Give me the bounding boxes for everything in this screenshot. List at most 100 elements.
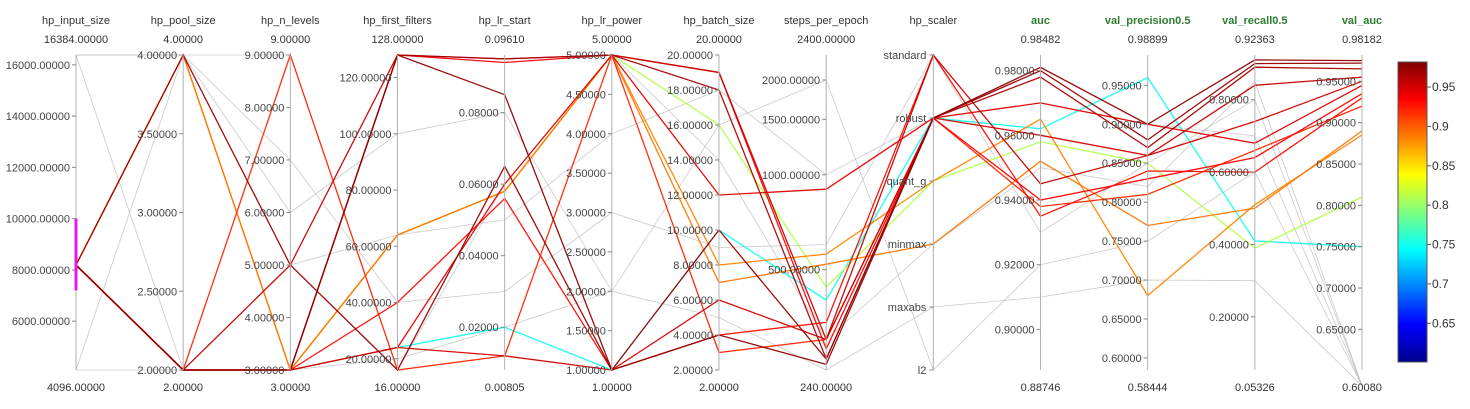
tick-label-val-auc-5: 0.90000 bbox=[1316, 118, 1356, 130]
axis-hp-n-levels[interactable]: hp_n_levels 9.00000 3.00000 3.00000 4.00000 5… bbox=[245, 15, 321, 394]
tick-label-val-auc-3: 0.80000 bbox=[1316, 200, 1356, 212]
tick-label-hp-batch-size-1: 4.00000 bbox=[673, 330, 713, 342]
tick-label-hp-lr-power-0: 1.00000 bbox=[566, 365, 606, 377]
tick-label-steps-per-epoch-3: 2000.00000 bbox=[762, 75, 820, 87]
axis-max-label-hp-lr-power: 5.00000 bbox=[592, 34, 632, 46]
axis-min-label-val-precision0-5: 0.58444 bbox=[1128, 382, 1168, 394]
tick-label-hp-input-size-5: 16000.00000 bbox=[6, 60, 70, 72]
tick-label-hp-n-levels-2: 5.00000 bbox=[245, 260, 285, 272]
axis-title-hp-n-levels: hp_n_levels bbox=[261, 15, 320, 27]
tick-label-hp-n-levels-4: 7.00000 bbox=[245, 155, 285, 167]
axis-min-label-val-recall0-5: 0.05326 bbox=[1235, 382, 1275, 394]
tick-label-hp-scaler-quant-g: quant_g bbox=[887, 176, 927, 188]
axis-max-label-steps-per-epoch: 2400.00000 bbox=[797, 34, 855, 46]
tick-label-hp-first-filters-2: 60.00000 bbox=[346, 241, 392, 253]
axis-min-label-hp-batch-size: 2.00000 bbox=[699, 382, 739, 394]
axis-hp-first-filters[interactable]: hp_first_filters 128.00000 16.00000 20.0000… bbox=[340, 15, 433, 394]
colorbar-label-3: 0.8 bbox=[1432, 198, 1449, 212]
tick-label-hp-batch-size-6: 14.00000 bbox=[667, 155, 713, 167]
tick-label-hp-first-filters-5: 120.00000 bbox=[340, 73, 392, 85]
axis-title-steps-per-epoch: steps_per_epoch bbox=[784, 15, 868, 27]
axis-min-label-hp-lr-start: 0.00805 bbox=[485, 382, 525, 394]
axis-min-label-hp-n-levels: 3.00000 bbox=[270, 382, 310, 394]
colorbar-label-6: 0.95 bbox=[1432, 80, 1456, 94]
tick-label-hp-scaler-standard: standard bbox=[884, 50, 927, 62]
axis-min-label-steps-per-epoch: 240.00000 bbox=[800, 382, 852, 394]
axis-min-label-hp-first-filters: 16.00000 bbox=[375, 382, 421, 394]
tick-label-hp-input-size-1: 8000.00000 bbox=[12, 265, 70, 277]
axis-hp-batch-size[interactable]: hp_batch_size 20.00000 2.00000 2.00000 4.000… bbox=[667, 15, 754, 394]
axis-title-hp-first-filters: hp_first_filters bbox=[363, 15, 432, 27]
tick-label-hp-pool-size-3: 3.50000 bbox=[137, 129, 177, 141]
axis-title-hp-lr-start: hp_lr_start bbox=[479, 15, 531, 27]
axis-val-recall0-5[interactable]: val_recall0.5 0.92363 0.05326 0.20000 0.4000… bbox=[1209, 15, 1287, 394]
tick-label-hp-batch-size-9: 20.00000 bbox=[667, 50, 713, 62]
axis-title-val-precision0-5: val_precision0.5 bbox=[1105, 15, 1191, 27]
tick-label-hp-n-levels-0: 3.00000 bbox=[245, 365, 285, 377]
tick-label-hp-input-size-3: 12000.00000 bbox=[6, 162, 70, 174]
tick-label-hp-first-filters-3: 80.00000 bbox=[346, 185, 392, 197]
axis-max-label-hp-pool-size: 4.00000 bbox=[163, 34, 203, 46]
tick-label-val-precision0-5-5: 0.85000 bbox=[1102, 158, 1142, 170]
tick-label-hp-scaler-robust: robust bbox=[896, 113, 927, 125]
tick-label-hp-pool-size-2: 3.00000 bbox=[137, 208, 177, 220]
axis-auc[interactable]: auc 0.98482 0.88746 0.90000 0.92000 0.94000 0.… bbox=[995, 15, 1061, 394]
tick-label-hp-n-levels-1: 4.00000 bbox=[245, 313, 285, 325]
tick-label-val-auc-6: 0.95000 bbox=[1316, 76, 1356, 88]
axis-title-hp-pool-size: hp_pool_size bbox=[151, 15, 216, 27]
axis-title-hp-scaler: hp_scaler bbox=[909, 15, 957, 27]
tick-label-hp-batch-size-3: 8.00000 bbox=[673, 260, 713, 272]
axis-val-precision0-5[interactable]: val_precision0.5 0.98899 0.58444 0.60000 0.6… bbox=[1102, 15, 1191, 394]
tick-label-hp-first-filters-1: 40.00000 bbox=[346, 298, 392, 310]
tick-label-hp-n-levels-5: 8.00000 bbox=[245, 103, 285, 115]
tick-label-hp-lr-power-6: 4.00000 bbox=[566, 129, 606, 141]
tick-label-hp-lr-power-7: 4.50000 bbox=[566, 89, 606, 101]
tick-label-hp-pool-size-1: 2.50000 bbox=[137, 286, 177, 298]
tick-label-hp-lr-power-8: 5.00000 bbox=[566, 50, 606, 62]
axis-filter-brush[interactable] bbox=[74, 218, 78, 291]
tick-label-hp-lr-power-3: 2.50000 bbox=[566, 247, 606, 259]
tick-label-hp-batch-size-0: 2.00000 bbox=[673, 365, 713, 377]
tick-label-auc-1: 0.92000 bbox=[995, 260, 1035, 272]
tick-label-val-precision0-5-6: 0.90000 bbox=[1102, 119, 1142, 131]
axis-title-auc: auc bbox=[1031, 15, 1050, 27]
axis-hp-lr-power[interactable]: hp_lr_power 5.00000 1.00000 1.00000 1.50000 2… bbox=[566, 15, 642, 394]
colorbar-label-0: 0.65 bbox=[1432, 316, 1456, 330]
colorbar-label-5: 0.9 bbox=[1432, 119, 1449, 133]
axis-steps-per-epoch[interactable]: steps_per_epoch 2400.00000 240.00000 500.00… bbox=[762, 15, 868, 394]
colorbar: 0.65 0.7 0.75 0.8 0.85 0.9 0.95 bbox=[1397, 61, 1456, 363]
tick-label-hp-lr-start-0: 0.02000 bbox=[459, 322, 499, 334]
tick-label-val-precision0-5-4: 0.80000 bbox=[1102, 197, 1142, 209]
tick-label-auc-4: 0.98000 bbox=[995, 66, 1035, 78]
tick-label-hp-batch-size-7: 16.00000 bbox=[667, 120, 713, 132]
tick-label-steps-per-epoch-2: 1500.00000 bbox=[762, 114, 820, 126]
tick-label-hp-n-levels-6: 9.00000 bbox=[245, 50, 285, 62]
tick-label-auc-3: 0.96000 bbox=[995, 130, 1035, 142]
axis-max-label-val-auc: 0.98182 bbox=[1342, 34, 1382, 46]
tick-label-hp-batch-size-2: 6.00000 bbox=[673, 295, 713, 307]
tick-label-val-auc-4: 0.85000 bbox=[1316, 159, 1356, 171]
axis-title-hp-batch-size: hp_batch_size bbox=[684, 15, 755, 27]
axes-layer: hp_input_size 16384.00000 4096.00000 6000.0… bbox=[6, 15, 1382, 394]
tick-label-hp-batch-size-4: 10.00000 bbox=[667, 225, 713, 237]
tick-label-steps-per-epoch-1: 1000.00000 bbox=[762, 170, 820, 182]
axis-min-label-hp-lr-power: 1.00000 bbox=[592, 382, 632, 394]
tick-label-hp-batch-size-5: 12.00000 bbox=[667, 190, 713, 202]
tick-label-val-precision0-5-3: 0.75000 bbox=[1102, 236, 1142, 248]
tick-label-val-auc-2: 0.75000 bbox=[1316, 242, 1356, 254]
axis-min-label-val-auc: 0.60080 bbox=[1342, 382, 1382, 394]
axis-hp-lr-start[interactable]: hp_lr_start 0.09610 0.00805 0.02000 0.04000 0… bbox=[459, 15, 531, 394]
axis-val-auc[interactable]: val_auc 0.98182 0.60080 0.65000 0.70000 0.750… bbox=[1316, 15, 1382, 394]
tick-label-val-recall0-5-0: 0.20000 bbox=[1209, 312, 1249, 324]
axis-min-label-hp-input-size: 4096.00000 bbox=[47, 382, 105, 394]
tick-label-val-recall0-5-3: 0.80000 bbox=[1209, 95, 1249, 107]
axis-min-label-auc: 0.88746 bbox=[1021, 382, 1061, 394]
axis-max-label-hp-n-levels: 9.00000 bbox=[270, 34, 310, 46]
axis-hp-input-size[interactable]: hp_input_size 16384.00000 4096.00000 6000.0… bbox=[6, 15, 110, 394]
filter-layer[interactable] bbox=[74, 218, 78, 291]
axis-hp-pool-size[interactable]: hp_pool_size 4.00000 2.00000 2.00000 2.50000… bbox=[137, 15, 215, 394]
tick-label-hp-lr-power-2: 2.00000 bbox=[566, 286, 606, 298]
axis-max-label-val-recall0-5: 0.92363 bbox=[1235, 34, 1275, 46]
